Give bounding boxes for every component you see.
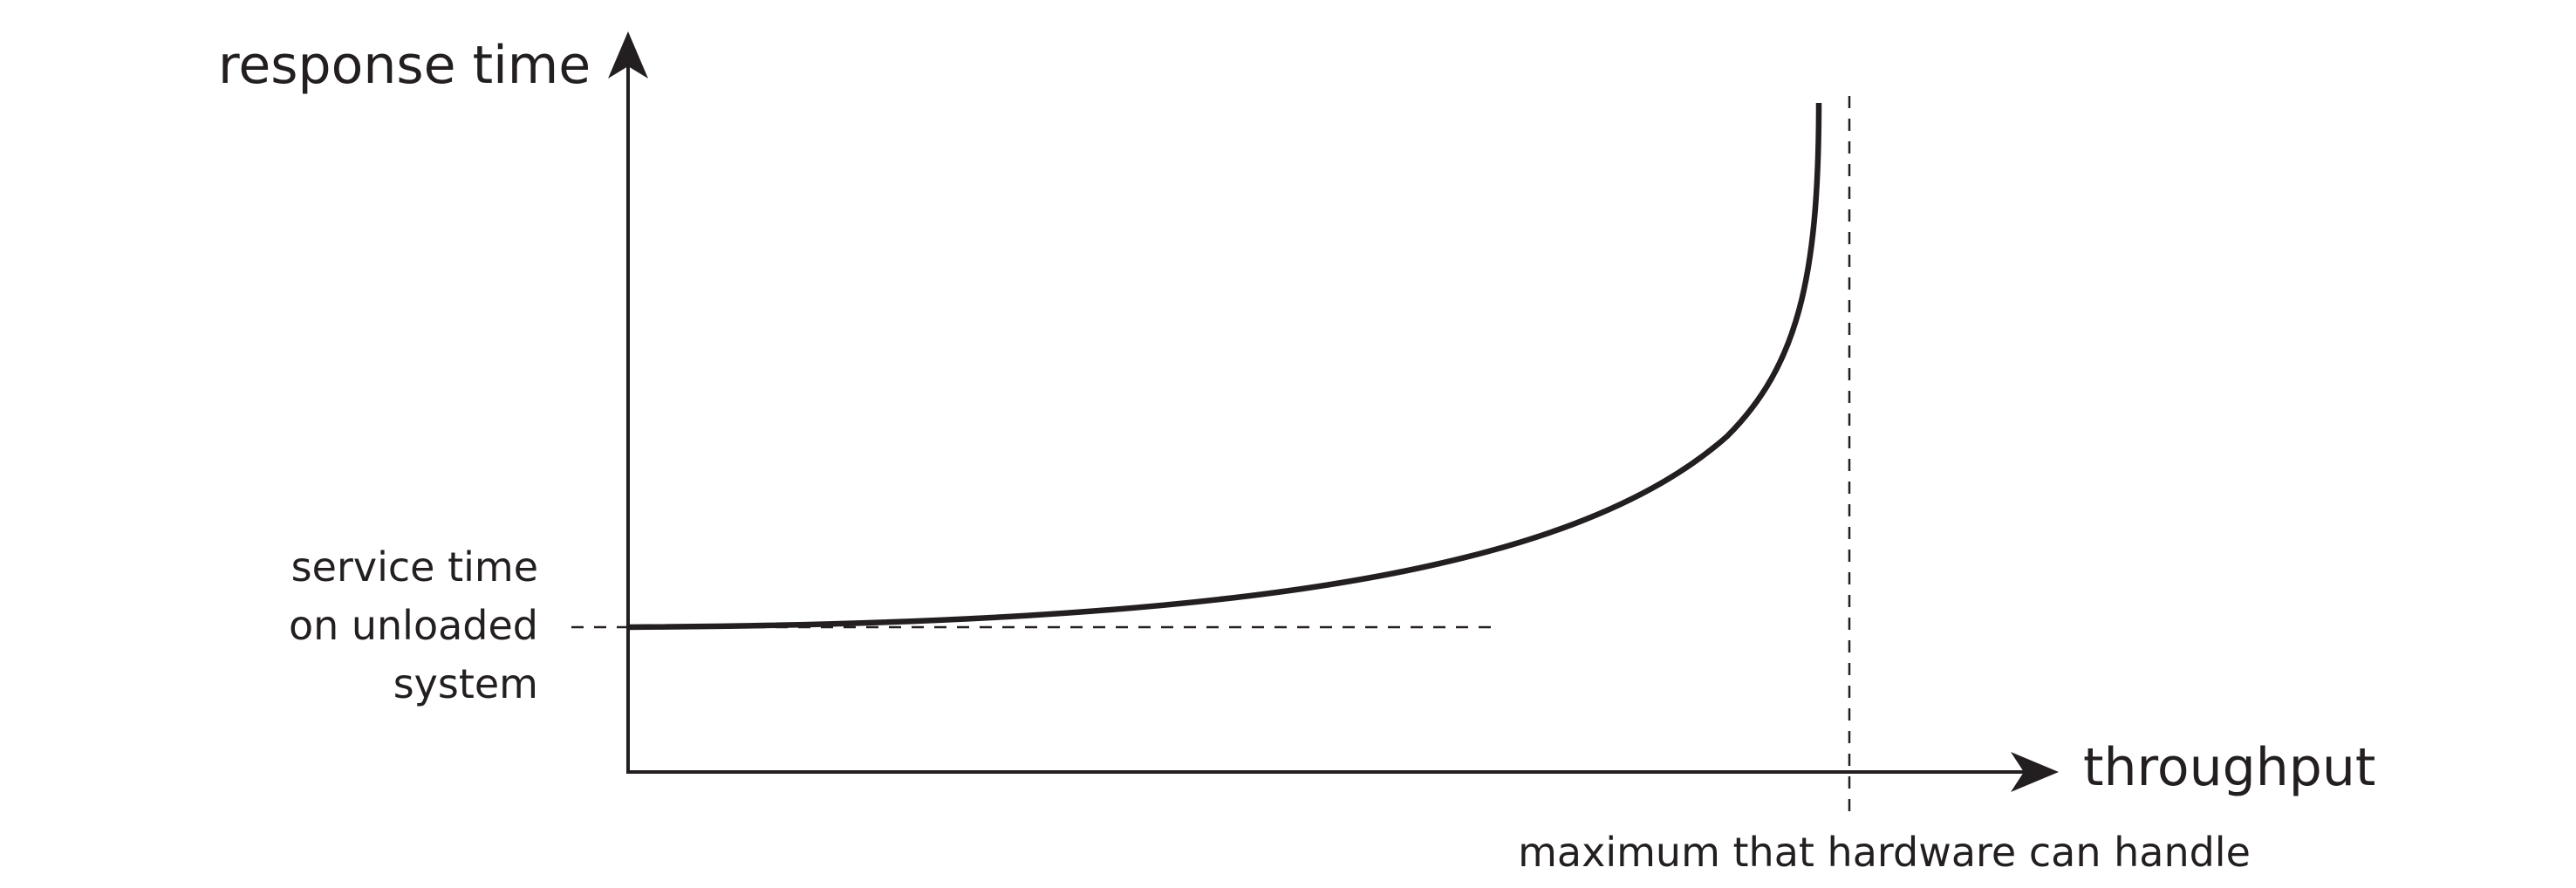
y-axis-arrowhead [608, 31, 648, 79]
y-axis-label: response time [218, 35, 591, 96]
response-time-curve [627, 102, 1822, 631]
x-axis-label: throughput [2083, 737, 2375, 798]
x-axis-arrowhead [2011, 752, 2059, 792]
service-time-label-line-3: system [393, 660, 538, 707]
max-hardware-label: maximum that hardware can handle [1518, 829, 2251, 876]
service-time-label-line-1: service time [291, 543, 538, 591]
service-time-label-line-2: on unloaded [289, 602, 538, 649]
